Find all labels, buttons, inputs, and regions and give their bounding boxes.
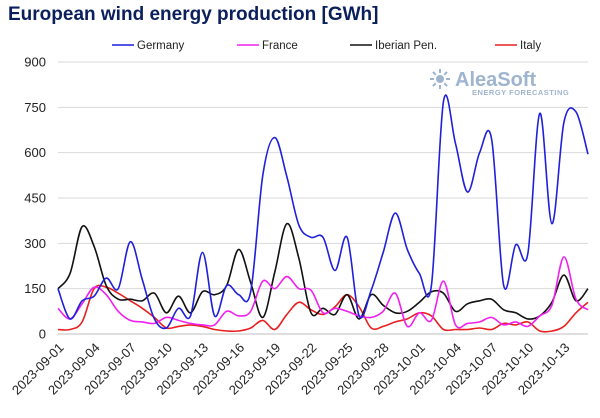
series-line-germany [57, 94, 589, 330]
series-line-italy [57, 284, 589, 333]
sun-ray [432, 71, 437, 76]
chart-title: European wind energy production [GWh] [8, 4, 379, 25]
legend-label: Germany [137, 40, 185, 52]
sun-ray [432, 82, 437, 87]
sun-ray [443, 71, 448, 76]
watermark-brand: AleaSoft [455, 69, 536, 91]
y-tick-label: 750 [24, 100, 46, 115]
chart-grid [58, 61, 588, 335]
legend-label: Iberian Pen. [375, 40, 437, 52]
sun-logo-icon [436, 75, 444, 83]
y-axis: 0 150 300 450 600 750 900 [24, 55, 46, 342]
legend-label: France [262, 40, 298, 52]
series-line-france [57, 256, 589, 329]
y-tick-label: 900 [24, 55, 46, 70]
plot-area [57, 94, 589, 333]
y-tick-label: 450 [24, 191, 46, 206]
watermark-tagline: ENERGY FORECASTING [472, 88, 569, 97]
sun-ray [443, 82, 448, 87]
legend-label: Italy [520, 40, 541, 52]
x-axis: 2023-09-012023-09-042023-09-072023-09-10… [9, 340, 573, 398]
y-tick-label: 150 [24, 281, 46, 296]
legend: Germany France Iberian Pen. Italy [112, 40, 541, 52]
y-tick-label: 600 [24, 145, 46, 160]
y-tick-label: 300 [24, 236, 46, 251]
series-line-iberian-pen [57, 222, 589, 320]
y-tick-label: 0 [39, 327, 46, 342]
